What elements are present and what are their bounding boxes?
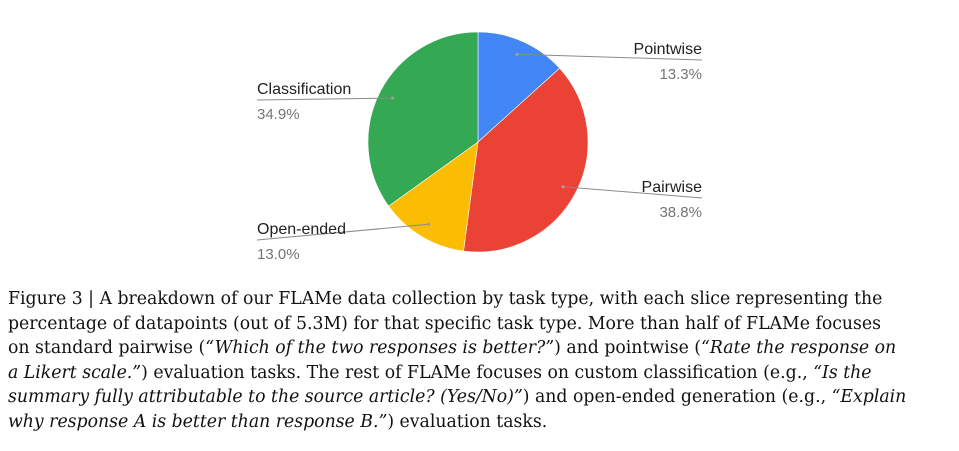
caption-quote: “Rate the response on [701, 338, 897, 359]
caption-quote: a Likert scale.” [8, 362, 142, 383]
caption-line: summary fully attributable to the source… [8, 385, 956, 410]
caption-text: Figure 3 | A breakdown of our FLAMe data… [8, 289, 883, 309]
leader-line-classification [256, 97, 393, 101]
pie-slice-pointwise [477, 31, 561, 143]
caption-text: ) evaluation tasks. The rest of FLAMe fo… [141, 362, 814, 383]
leader-line-pointwise [516, 53, 703, 61]
caption-line: a Likert scale.”) evaluation tasks. The … [8, 361, 956, 386]
caption-line: on standard pairwise (“Which of the two … [8, 336, 956, 361]
caption-quote: “Which of the two responses is better?” [205, 338, 555, 359]
slice-label-pointwise: Pointwise [634, 41, 703, 58]
caption-line: why response A is better than response B… [8, 410, 956, 435]
leader-dot-pairwise [561, 185, 565, 189]
caption-text: ) evaluation tasks. [387, 411, 548, 432]
caption-text: ) and open-ended generation (e.g., [522, 387, 832, 408]
leader-line-open-ended [256, 223, 429, 241]
slice-percent-open-ended: 13.0% [257, 246, 300, 263]
leader-line-pairwise [562, 186, 703, 199]
slice-label-classification: Classification [257, 81, 351, 98]
slice-label-open-ended: Open-ended [257, 221, 346, 238]
caption-quote: why response A is better than response B… [8, 411, 388, 432]
caption-quote: “Explain [831, 387, 907, 408]
slice-percent-pointwise: 13.3% [659, 66, 702, 83]
figure-caption: Figure 3 | A breakdown of our FLAMe data… [8, 287, 956, 435]
pie-slice-open-ended [388, 141, 479, 252]
leader-dot-classification [391, 96, 395, 100]
leader-dot-pointwise [515, 52, 519, 56]
slice-percent-classification: 34.9% [257, 106, 300, 123]
caption-text: on standard pairwise ( [8, 338, 206, 359]
pie-slice-pairwise [463, 67, 589, 253]
caption-line: Figure 3 | A breakdown of our FLAMe data… [8, 287, 956, 312]
pie-chart: Pointwise 13.3% Pairwise 38.8% Open-ended 13.… [256, 31, 703, 263]
caption-text: percentage of datapoints (out of 5.3M) f… [8, 313, 882, 334]
leader-dot-open-ended [427, 222, 431, 226]
pie-labels: Pointwise 13.3% Pairwise 38.8% Open-ended 13.… [256, 41, 703, 263]
caption-line: percentage of datapoints (out of 5.3M) f… [8, 312, 956, 337]
pie-slice-classification [367, 31, 479, 207]
pie-slices [367, 31, 589, 253]
slice-percent-pairwise: 38.8% [659, 204, 702, 221]
caption-quote: summary fully attributable to the source… [8, 387, 523, 408]
slice-label-pairwise: Pairwise [642, 179, 703, 196]
caption-text: ) and pointwise ( [554, 338, 702, 359]
caption-quote: “Is the [813, 362, 872, 383]
